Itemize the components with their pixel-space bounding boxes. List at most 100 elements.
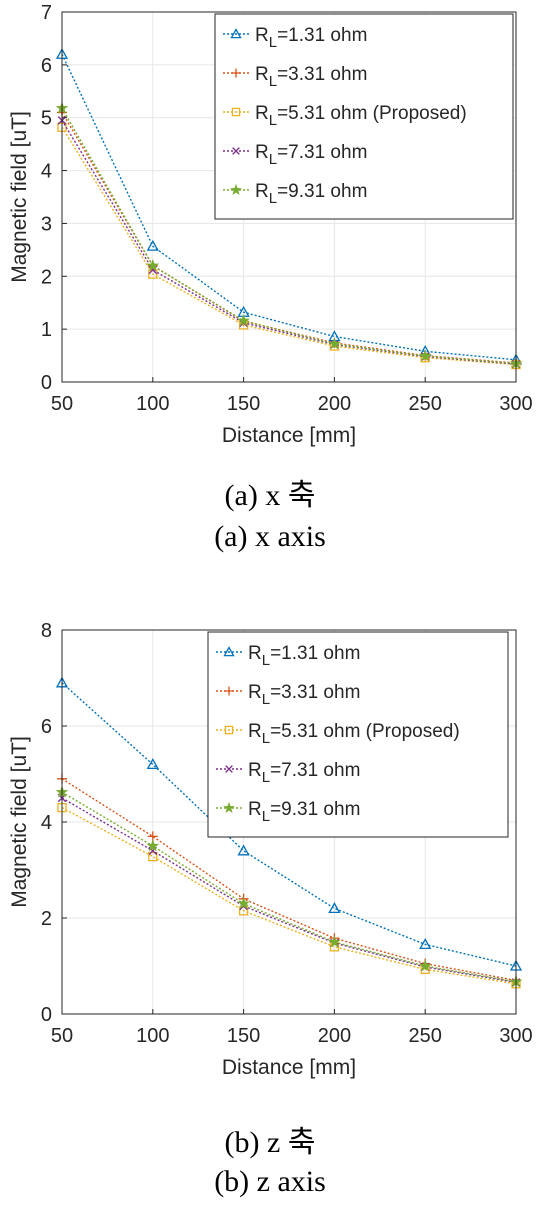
caption-en-b: (b) z axis (214, 1165, 326, 1198)
data-point (237, 313, 250, 327)
legend-label: RL=1.31 ohm (248, 643, 360, 669)
data-point (237, 844, 250, 856)
legend-label-sub: L (262, 691, 270, 708)
legend-label-rest: =3.31 ohm (270, 682, 360, 703)
marker-star (230, 183, 242, 195)
legend-label: RL=3.31 ohm (248, 682, 360, 708)
x-tick-label: 50 (51, 393, 73, 415)
legend-label-rest: =5.31 ohm (Proposed) (270, 721, 460, 742)
y-tick-label: 6 (41, 716, 52, 738)
caption-en-a: (a) x axis (214, 520, 326, 553)
legend-label: RL=9.31 ohm (248, 799, 360, 825)
legend-label: RL=1.31 ohm (255, 25, 367, 51)
marker-plus (231, 68, 241, 78)
y-tick-label: 0 (41, 372, 52, 394)
series-line (61, 806, 517, 985)
series-line (61, 791, 517, 983)
legend-item: RL=7.31 ohm (223, 142, 367, 168)
legend-label: RL=9.31 ohm (255, 181, 367, 207)
series-line (61, 54, 517, 361)
legend-label: RL=5.31 ohm (Proposed) (248, 721, 460, 747)
legend-label-rest: =9.31 ohm (270, 799, 360, 820)
legend-label-main: R (255, 25, 269, 46)
data-point (148, 851, 158, 862)
legend-item: RL=9.31 ohm (216, 799, 360, 825)
chart-x-axis: 50 100 150 200 250 300 0 1 2 3 4 5 6 7 Distance [mm] Ma… (8, 2, 533, 447)
legend-label: RL=3.31 ohm (255, 64, 367, 90)
legend-label-sub: L (269, 34, 277, 51)
legend-label-sub: L (262, 730, 270, 747)
data-point (146, 839, 160, 852)
data-point (418, 349, 432, 362)
legend-label-main: R (248, 643, 262, 664)
legend-label-rest: =1.31 ohm (277, 25, 367, 46)
legend-label-sub: L (269, 151, 277, 168)
legend-label-main: R (248, 721, 262, 742)
legend-label-rest: =7.31 ohm (270, 760, 360, 781)
legend-item: RL=3.31 ohm (216, 682, 360, 708)
legend-label-main: R (255, 64, 269, 85)
marker-x (225, 765, 233, 773)
data-point (146, 758, 159, 770)
y-axis-label: Magnetic field [uT] (8, 736, 31, 908)
marker-plus (224, 686, 234, 696)
legend-label-sub: L (262, 808, 270, 825)
legend-label-main: R (248, 682, 262, 703)
legend-label-rest: =5.31 ohm (Proposed) (277, 103, 467, 124)
data-point (237, 896, 250, 909)
legend-item: RL=1.31 ohm (223, 25, 367, 51)
legend-item: RL=9.31 ohm (223, 181, 367, 207)
y-tick-label: 2 (41, 908, 52, 930)
legend-item: RL=3.31 ohm (223, 64, 367, 90)
data-point (418, 959, 432, 972)
legend-item: RL=5.31 ohm (Proposed) (216, 721, 460, 747)
legend-label-rest: =1.31 ohm (270, 643, 360, 664)
marker-square (231, 107, 241, 117)
legend-label-sub: L (269, 190, 277, 207)
series-1 (55, 676, 523, 971)
series-line (61, 797, 517, 983)
legend-label: RL=7.31 ohm (248, 760, 360, 786)
axes-box (61, 11, 517, 383)
x-tick-label: 100 (136, 393, 169, 415)
legend-label-main: R (248, 799, 262, 820)
legend-label-sub: L (262, 769, 270, 786)
data-point (328, 337, 341, 350)
legend-item: RL=1.31 ohm (216, 643, 360, 669)
y-tick-label: 2 (41, 266, 52, 288)
series-line (61, 107, 517, 365)
legend-label-rest: =7.31 ohm (277, 142, 367, 163)
legend-item: RL=7.31 ohm (216, 760, 360, 786)
y-tick-label: 5 (41, 108, 52, 130)
series-5 (55, 101, 523, 369)
y-tick-label: 1 (41, 319, 52, 341)
data-point (328, 935, 341, 948)
chart-z-axis: 50 100 150 200 250 300 0 2 4 6 8 Distance [mm] Magne… (8, 620, 533, 1079)
x-tick-label: 200 (318, 1025, 351, 1047)
series-line (61, 682, 517, 967)
legend-label-main: R (255, 181, 269, 202)
x-axis-label: Distance [mm] (222, 424, 356, 447)
legend-label-main: R (248, 760, 262, 781)
legend-box (207, 631, 509, 838)
caption-ko-b: (b) z 축 (224, 1126, 316, 1159)
legend-label-main: R (255, 103, 269, 124)
marker-triangle (223, 646, 235, 657)
marker-triangle (230, 28, 242, 39)
legend-label-sub: L (269, 73, 277, 90)
y-tick-label: 4 (41, 161, 52, 183)
y-tick-label: 0 (41, 1004, 52, 1026)
x-tick-label: 150 (227, 393, 260, 415)
marker-square (224, 725, 234, 735)
x-tick-label: 200 (318, 393, 351, 415)
y-tick-label: 6 (41, 55, 52, 77)
legend-label-sub: L (269, 112, 277, 129)
x-tick-label: 250 (409, 1025, 442, 1047)
x-tick-label: 250 (409, 393, 442, 415)
y-axis-label: Magnetic field [uT] (8, 111, 31, 283)
series-line (61, 126, 517, 366)
y-tick-label: 4 (41, 812, 52, 834)
legend-label-rest: =3.31 ohm (277, 64, 367, 85)
